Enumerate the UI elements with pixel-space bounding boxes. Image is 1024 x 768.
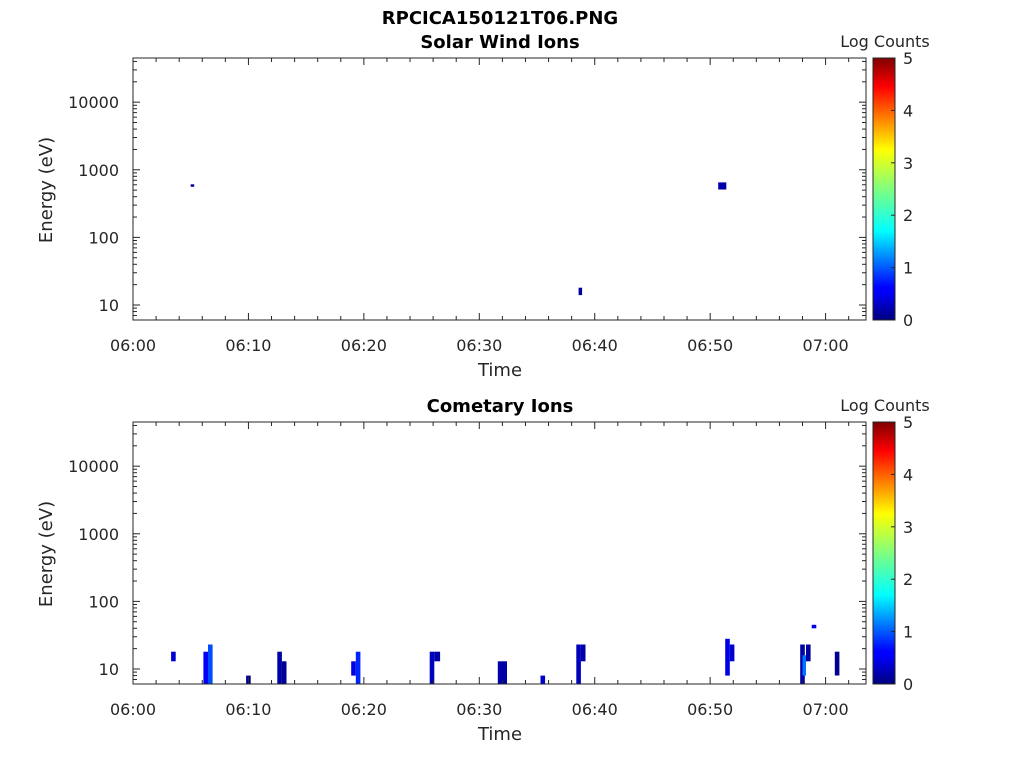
heatmap-cell xyxy=(540,675,546,684)
figure-title: RPCICA150121T06.PNG xyxy=(382,8,618,29)
x-tick-label: 06:30 xyxy=(456,700,502,719)
colorbar-tick-label: 0 xyxy=(903,311,913,330)
heatmap-cell xyxy=(725,638,730,676)
x-tick-label: 06:20 xyxy=(341,700,387,719)
heatmap-cell xyxy=(355,651,361,684)
x-tick-label: 06:10 xyxy=(225,700,271,719)
heatmap-cell xyxy=(834,651,840,676)
heatmap-cell xyxy=(429,651,435,684)
heatmap-cell xyxy=(281,661,287,684)
colorbar-tick-label: 4 xyxy=(903,101,913,120)
heatmap-cell xyxy=(729,644,735,662)
x-tick-label: 06:10 xyxy=(225,336,271,355)
x-tick-label: 06:40 xyxy=(572,700,618,719)
panel-title: Solar Wind Ions xyxy=(420,32,579,53)
colorbar-label: Log Counts xyxy=(840,32,930,51)
colorbar-tick-label: 1 xyxy=(903,623,913,642)
colorbar xyxy=(872,57,896,321)
heatmap-cell xyxy=(434,651,441,662)
colorbar-tick-label: 3 xyxy=(903,154,913,173)
colorbar-tick-label: 0 xyxy=(903,675,913,694)
panel-solar-wind: Solar Wind Ions 06:00 06:10 06:20 06:30 06:4… xyxy=(36,32,930,381)
heatmap-cell xyxy=(580,644,586,662)
y-axis-label: Energy (eV) xyxy=(36,501,57,607)
colorbar-tick-label: 2 xyxy=(903,206,913,225)
colorbar-tick-label: 1 xyxy=(903,259,913,278)
y-tick-label: 100 xyxy=(88,228,119,247)
x-tick-label: 06:30 xyxy=(456,336,502,355)
x-tick-label: 06:40 xyxy=(572,336,618,355)
x-tick-label: 06:00 xyxy=(110,700,156,719)
colorbar-ticks: 0 1 2 3 4 5 xyxy=(891,413,913,694)
heatmap-cells xyxy=(190,182,727,296)
heatmap-cell xyxy=(718,182,727,190)
y-tick-label: 100 xyxy=(88,592,119,611)
y-tick-label: 10000 xyxy=(68,93,119,112)
colorbar-ticks: 0 1 2 3 4 5 xyxy=(891,49,913,330)
panel-cometary: Cometary Ions 06:00 06:10 06:20 06:30 06:40 0… xyxy=(36,396,930,745)
axes: 06:00 06:10 06:20 06:30 06:40 06:50 07:00 10 100… xyxy=(68,422,866,719)
colorbar-tick-label: 5 xyxy=(903,413,913,432)
heatmap-cell xyxy=(277,651,282,684)
colorbar-label: Log Counts xyxy=(840,396,930,415)
heatmap-cell xyxy=(351,661,356,676)
colorbar-tick-label: 4 xyxy=(903,465,913,484)
panel-title: Cometary Ions xyxy=(427,396,574,417)
plot-frame xyxy=(132,421,867,685)
heatmap-cell xyxy=(578,287,583,296)
heatmap-cell xyxy=(497,661,507,684)
heatmap-cell xyxy=(190,184,195,187)
y-tick-label: 10000 xyxy=(68,457,119,476)
heatmap-cell xyxy=(203,651,208,684)
colorbar-tick-label: 2 xyxy=(903,570,913,589)
x-tick-label: 07:00 xyxy=(803,336,849,355)
x-tick-label: 06:00 xyxy=(110,336,156,355)
heatmap-cell xyxy=(208,644,213,684)
heatmap-cells xyxy=(171,624,840,684)
x-tick-label: 06:20 xyxy=(341,336,387,355)
colorbar-tick-label: 5 xyxy=(903,49,913,68)
y-tick-label: 1000 xyxy=(78,525,119,544)
heatmap-cell xyxy=(171,651,176,662)
plot-frame xyxy=(132,57,867,321)
y-tick-label: 1000 xyxy=(78,161,119,180)
x-axis-label: Time xyxy=(477,360,522,381)
x-tick-label: 07:00 xyxy=(803,700,849,719)
y-tick-label: 10 xyxy=(99,296,119,315)
colorbar xyxy=(872,421,896,685)
y-tick-label: 10 xyxy=(99,660,119,679)
x-tick-label: 06:50 xyxy=(687,700,733,719)
heatmap-cell xyxy=(806,644,811,662)
x-tick-label: 06:50 xyxy=(687,336,733,355)
x-axis-label: Time xyxy=(477,724,522,745)
heatmap-cell xyxy=(576,644,581,684)
axes: 06:00 06:10 06:20 06:30 06:40 06:50 07:00 10 100… xyxy=(68,58,866,355)
colorbar-tick-label: 3 xyxy=(903,518,913,537)
y-axis-label: Energy (eV) xyxy=(36,137,57,243)
heatmap-cell xyxy=(802,655,806,676)
heatmap-cell xyxy=(811,624,817,629)
